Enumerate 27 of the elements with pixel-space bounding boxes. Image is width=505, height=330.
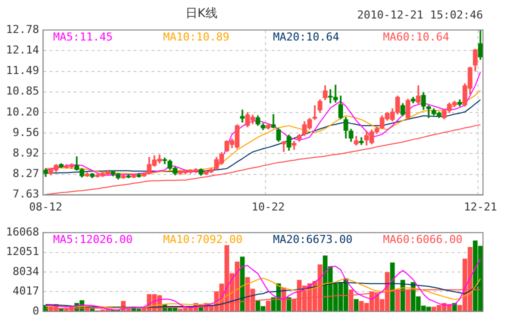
y-tick-label: 8.27 — [12, 167, 40, 180]
y-tick-label: 11.49 — [6, 64, 40, 78]
y-tick-label: 9.56 — [12, 126, 40, 139]
text: MA5:12026.00 — [53, 232, 133, 246]
y-tick-label: 10.20 — [6, 105, 40, 118]
chart-title: 日K线 — [186, 6, 218, 20]
y-tick-label: 8.92 — [12, 146, 40, 160]
y-tick-label: 12.14 — [6, 43, 40, 56]
text: MA60:10.64 — [383, 30, 450, 44]
y-tick-label: 16068 — [6, 225, 40, 238]
y-tick-label: 12051 — [6, 245, 40, 258]
text: MA10:7092.00 — [163, 232, 243, 246]
text: MA20:6673.00 — [273, 232, 353, 246]
y-tick-label: 4017 — [12, 284, 40, 298]
x-tick-label: 12-21 — [464, 200, 497, 214]
text: MA10:10.89 — [163, 30, 230, 44]
text: MA5:11.45 — [53, 30, 113, 44]
y-tick-label: 0 — [32, 304, 40, 318]
x-tick-label: 08-12 — [29, 200, 62, 214]
y-tick-label: 12.78 — [6, 22, 40, 36]
y-tick-label: 8034 — [12, 264, 40, 278]
x-tick-label: 10-22 — [252, 200, 285, 214]
text: MA20:10.64 — [273, 30, 340, 44]
chart-subtitle: 2010-12-21 15:02:46 — [357, 8, 483, 22]
y-tick-label: 10.85 — [6, 84, 40, 98]
text: MA60:6066.00 — [383, 232, 463, 246]
y-tick-label: 7.63 — [12, 188, 40, 201]
